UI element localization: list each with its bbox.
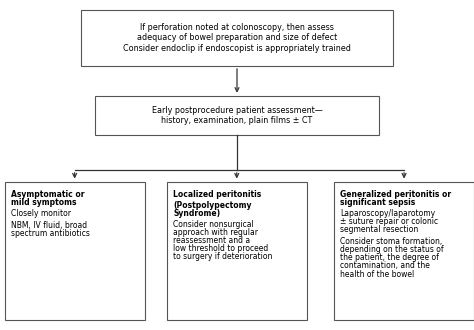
Text: Localized peritonitis: Localized peritonitis	[173, 190, 261, 199]
Text: low threshold to proceed: low threshold to proceed	[173, 244, 268, 253]
Text: Syndrome): Syndrome)	[173, 209, 220, 218]
Text: If perforation noted at colonoscopy, then assess
adequacy of bowel preparation a: If perforation noted at colonoscopy, the…	[123, 23, 351, 53]
Text: Asymptomatic or: Asymptomatic or	[11, 190, 84, 199]
Text: Consider stoma formation,: Consider stoma formation,	[340, 237, 443, 246]
Text: Generalized peritonitis or: Generalized peritonitis or	[340, 190, 451, 199]
FancyBboxPatch shape	[95, 96, 379, 135]
FancyBboxPatch shape	[81, 10, 393, 66]
Text: NBM, IV fluid, broad: NBM, IV fluid, broad	[11, 221, 87, 230]
FancyBboxPatch shape	[5, 182, 145, 320]
Text: segmental resection: segmental resection	[340, 225, 419, 234]
Text: significant sepsis: significant sepsis	[340, 198, 416, 207]
Text: contamination, and the: contamination, and the	[340, 261, 430, 271]
Text: Consider nonsurgical: Consider nonsurgical	[173, 219, 254, 229]
Text: the patient, the degree of: the patient, the degree of	[340, 253, 439, 262]
FancyBboxPatch shape	[167, 182, 307, 320]
Text: Closely monitor: Closely monitor	[11, 209, 71, 218]
Text: health of the bowel: health of the bowel	[340, 270, 415, 279]
Text: approach with regular: approach with regular	[173, 228, 258, 237]
Text: Laparoscopy/laparotomy: Laparoscopy/laparotomy	[340, 209, 436, 218]
Text: Early postprocedure patient assessment—
history, examination, plain films ± CT: Early postprocedure patient assessment— …	[152, 106, 322, 125]
Text: mild symptoms: mild symptoms	[11, 198, 76, 207]
Text: ± suture repair or colonic: ± suture repair or colonic	[340, 217, 438, 226]
Text: spectrum antibiotics: spectrum antibiotics	[11, 229, 90, 238]
Text: depending on the status of: depending on the status of	[340, 245, 444, 254]
Text: to surgery if deterioration: to surgery if deterioration	[173, 252, 273, 261]
Text: reassessment and a: reassessment and a	[173, 236, 250, 245]
FancyBboxPatch shape	[334, 182, 474, 320]
Text: (Postpolypectomy: (Postpolypectomy	[173, 201, 252, 210]
